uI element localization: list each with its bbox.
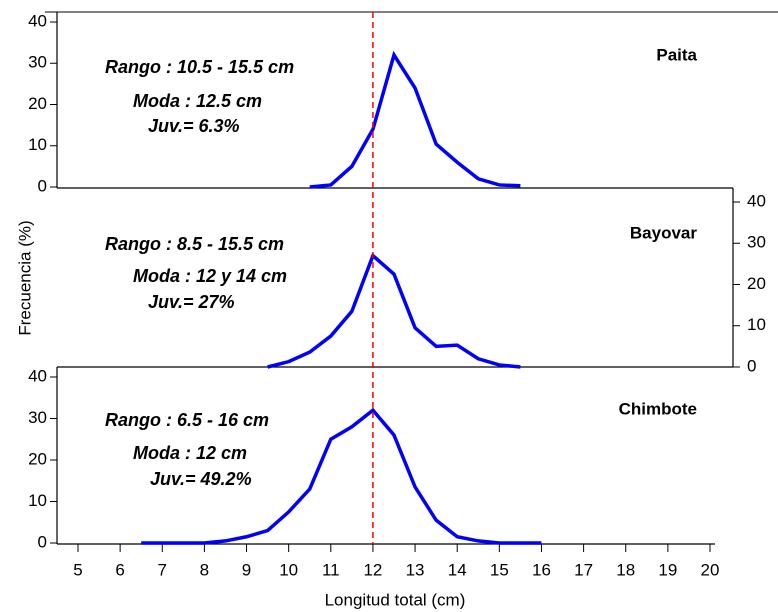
site-name: Paita [656,45,697,64]
annotation: Moda : 12 cm [133,443,247,463]
x-tick-label: 5 [73,560,82,579]
annotation: Moda : 12 y 14 cm [133,266,287,286]
x-tick-label: 12 [363,560,382,579]
y-tick-label: 40 [28,11,47,30]
y-tick-label: 10 [28,135,47,154]
x-tick-label: 13 [406,560,425,579]
x-axis-label: Longitud total (cm) [325,590,466,609]
annotation: Rango : 10.5 - 15.5 cm [105,57,294,77]
y-tick-label: 0 [747,356,756,375]
y-tick-label: 40 [28,366,47,385]
frequency-line [309,50,521,189]
x-tick-label: 17 [574,560,593,579]
y-tick-label: 0 [38,176,47,195]
x-tick-label: 14 [448,560,467,579]
x-tick-label: 8 [200,560,209,579]
x-tick-label: 6 [115,560,124,579]
site-name: Bayovar [630,223,697,242]
y-tick-label: 10 [747,315,766,334]
x-tick-label: 11 [322,560,340,579]
x-tick-label: 15 [490,560,509,579]
y-tick-label: 0 [38,532,47,551]
annotation: Juv.= 6.3% [148,116,240,136]
site-name: Chimbote [619,399,697,418]
x-tick-label: 20 [701,560,720,579]
y-tick-label: 20 [747,274,766,293]
x-tick-label: 18 [616,560,635,579]
y-tick-label: 30 [28,53,47,72]
annotation: Juv.= 27% [148,292,235,312]
annotation: Moda : 12.5 cm [133,91,262,111]
annotation: Juv.= 49.2% [150,469,252,489]
y-axis-label: Frecuencia (%) [15,220,34,335]
frequency-line [267,252,521,369]
annotation: Rango : 8.5 - 15.5 cm [105,234,284,254]
x-tick-label: 10 [279,560,298,579]
x-tick-label: 7 [158,560,167,579]
y-tick-label: 30 [747,233,766,252]
x-tick-label: 16 [532,560,551,579]
x-tick-label: 9 [242,560,251,579]
y-tick-label: 40 [747,191,766,210]
y-tick-label: 20 [28,449,47,468]
annotation: Rango : 6.5 - 16 cm [105,410,269,430]
y-tick-label: 10 [28,491,47,510]
y-tick-label: 30 [28,408,47,427]
frequency-line [141,407,542,545]
x-tick-label: 19 [658,560,677,579]
y-tick-label: 20 [28,94,47,113]
